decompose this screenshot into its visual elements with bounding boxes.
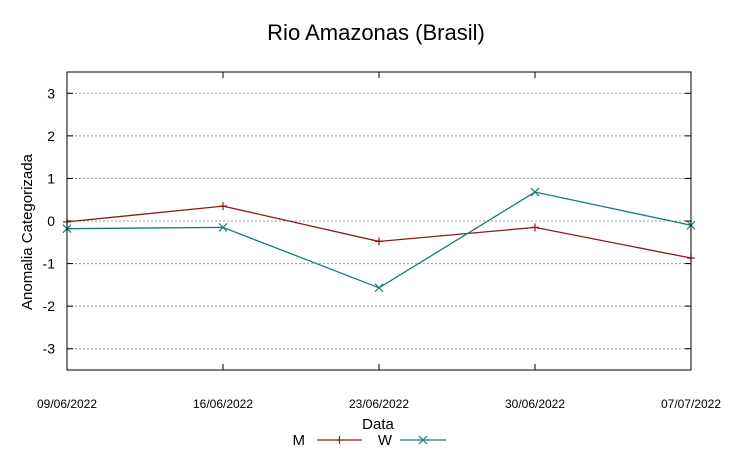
legend-marker-m (335, 436, 344, 444)
y-tick-label: -2 (43, 298, 56, 314)
y-tick-label: 2 (47, 128, 55, 144)
y-tick-label: 3 (47, 85, 55, 101)
y-axis-ticks: 3 2 1 0 -1 -2 -3 (43, 85, 691, 357)
y-tick-label: 1 (47, 170, 55, 186)
data-point-w (374, 283, 384, 293)
data-point-m (219, 202, 227, 211)
y-axis-label: Anomalia Categorizada (19, 153, 36, 310)
data-point-m (531, 223, 539, 232)
grid-lines (67, 92, 691, 350)
y-tick-label: 0 (47, 213, 55, 229)
x-tick-label: 16/06/2022 (193, 397, 253, 411)
x-tick-label: 23/06/2022 (349, 397, 409, 411)
x-axis-ticks: 09/06/2022 16/06/2022 23/06/2022 30/06/2022… (37, 72, 721, 411)
data-point-w (218, 222, 228, 232)
series-lines (62, 187, 696, 293)
x-tick-label: 09/06/2022 (37, 397, 97, 411)
y-tick-label: -1 (43, 256, 56, 272)
x-tick-label: 30/06/2022 (505, 397, 565, 411)
y-tick-label: -3 (43, 341, 56, 357)
series-line-m (66, 205, 692, 259)
legend-label-w: W (378, 432, 393, 449)
legend-label-m: M (293, 432, 306, 449)
x-tick-label: 07/07/2022 (661, 397, 721, 411)
legend-marker-w (418, 435, 428, 445)
plot-frame (66, 71, 692, 371)
x-axis-label: Data (362, 416, 394, 433)
data-point-w (530, 187, 540, 197)
data-point-m (375, 237, 383, 246)
chart-title: Rio Amazonas (Brasil) (267, 20, 485, 45)
